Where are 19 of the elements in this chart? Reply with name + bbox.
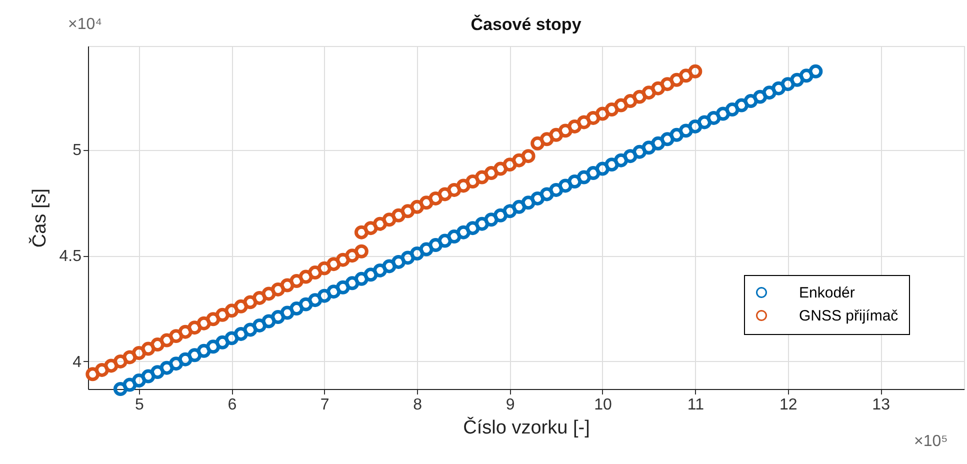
- x-tick-label: 10: [594, 396, 612, 414]
- chart-title: Časové stopy: [470, 14, 582, 34]
- x-tick-label: 13: [872, 396, 890, 414]
- x-tick-label: 11: [687, 396, 704, 414]
- legend-label: Enkodér: [799, 284, 855, 302]
- y-tick-label: 4: [72, 354, 82, 371]
- x-tick-label: 8: [413, 396, 422, 414]
- x-tick-label: 7: [320, 396, 330, 414]
- y-tick-label: 4.5: [59, 248, 82, 266]
- x-tick-label: 5: [135, 396, 144, 414]
- x-tick-label: 6: [228, 396, 237, 414]
- y-axis-title: Čas [s]: [28, 188, 50, 248]
- x-tick-label: 9: [506, 396, 515, 414]
- text: ×10⁵: [914, 433, 948, 450]
- x-axis-title: Číslo vzorku [-]: [463, 416, 590, 438]
- text: ×10⁴: [68, 16, 102, 33]
- y-tick-label: 5: [72, 142, 82, 160]
- legend-label: GNSS přijímač: [799, 308, 899, 324]
- x-tick-label: 12: [779, 396, 798, 414]
